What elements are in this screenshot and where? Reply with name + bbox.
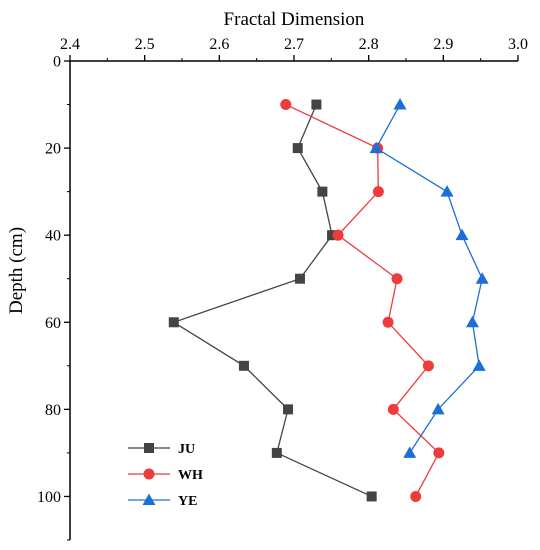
data-point-ju: [238, 360, 249, 371]
data-point-ju: [294, 273, 305, 284]
data-point-wh: [391, 273, 403, 285]
axes: Fractal Dimension Depth (cm): [6, 9, 518, 540]
data-point-wh: [433, 447, 445, 459]
legend-item-ye: YE: [128, 493, 197, 509]
data-point-wh: [332, 229, 344, 241]
data-point-wh: [372, 186, 384, 198]
x-tick-label: 2.7: [284, 36, 304, 53]
data-point-ju: [366, 491, 377, 502]
legend-item-wh: WH: [128, 468, 203, 483]
data-point-ye: [472, 359, 486, 371]
data-point-ju: [283, 404, 294, 415]
data-point-wh: [422, 360, 434, 372]
legend: JU WH YE: [128, 442, 203, 509]
data-point-wh: [410, 490, 422, 502]
series-line-ju: [172, 104, 372, 498]
x-tick-label: 3.0: [508, 36, 528, 53]
data-point-wh: [280, 99, 292, 111]
data-point-ye: [475, 272, 489, 284]
legend-marker-wh: [143, 468, 155, 480]
data-point-ye: [369, 141, 383, 154]
series-layer: [168, 98, 489, 502]
x-tick-label: 2.9: [433, 36, 453, 53]
y-ticks: 0 20 40 60 80 100: [37, 54, 70, 541]
data-point-ye: [455, 228, 469, 241]
legend-label-ye: YE: [178, 494, 197, 509]
legend-label-ju: JU: [178, 442, 195, 457]
data-point-ju: [168, 317, 179, 328]
x-axis-title: Fractal Dimension: [224, 9, 365, 30]
y-tick-label: 40: [45, 228, 61, 245]
data-point-ju: [317, 186, 328, 197]
y-tick-label: 20: [45, 141, 61, 158]
x-tick-label: 2.4: [60, 36, 80, 53]
data-point-ju: [327, 230, 338, 241]
legend-label-wh: WH: [178, 468, 203, 483]
x-tick-label: 2.8: [359, 36, 379, 53]
data-point-ju: [271, 447, 282, 458]
data-point-ye: [393, 98, 407, 110]
y-tick-label: 60: [45, 315, 61, 332]
series-line-wh: [285, 103, 440, 497]
y-axis-title: Depth (cm): [6, 227, 27, 314]
x-ticks: 2.4 2.5 2.6 2.7 2.8 2.9 3.0: [60, 36, 528, 61]
data-point-ye: [403, 446, 417, 458]
data-point-ju: [292, 143, 303, 154]
data-point-ju: [311, 99, 322, 110]
series-ye: [369, 98, 489, 458]
data-point-wh: [387, 403, 399, 415]
y-tick-label: 80: [45, 402, 61, 419]
data-point-ye: [440, 185, 454, 197]
data-point-wh: [382, 316, 394, 328]
x-tick-label: 2.5: [135, 36, 155, 53]
legend-marker-ju: [144, 443, 154, 453]
data-point-ye: [431, 402, 445, 415]
legend-item-ju: JU: [128, 442, 195, 457]
legend-marker-ye: [142, 493, 156, 505]
y-tick-label: 100: [37, 489, 61, 506]
series-ju: [168, 99, 377, 502]
y-tick-label: 0: [53, 54, 61, 71]
x-tick-label: 2.6: [209, 36, 229, 53]
data-point-ye: [465, 315, 479, 328]
